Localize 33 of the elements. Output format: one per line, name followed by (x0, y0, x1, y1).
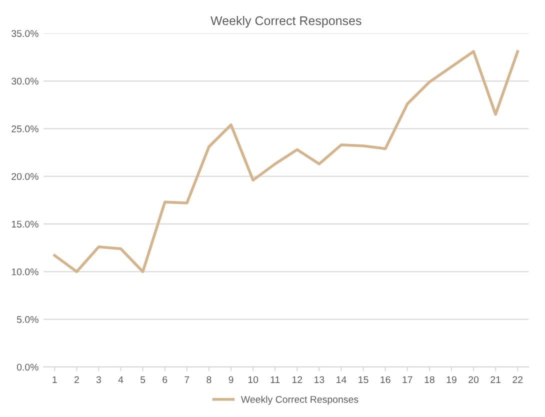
x-tick-label: 20 (468, 376, 479, 384)
x-tick-label: 3 (96, 376, 101, 384)
x-tick-label: 21 (490, 376, 501, 384)
y-tick-label: 0.0% (16, 364, 38, 371)
x-tick-label: 9 (228, 376, 234, 384)
legend-label: Weekly Correct Responses (240, 396, 358, 405)
y-tick-label: 5.0% (16, 316, 38, 323)
x-tick-label: 22 (512, 376, 523, 384)
x-tick-label: 5 (140, 376, 146, 384)
x-tick-label: 4 (118, 376, 124, 384)
x-tick-label: 1 (52, 376, 57, 384)
x-tick-label: 6 (162, 376, 168, 384)
y-tick-label: 35.0% (12, 30, 38, 37)
line-series (53, 50, 520, 274)
y-tick-label: 15.0% (12, 220, 38, 228)
x-tick-label: 13 (314, 376, 324, 384)
y-tick-label: 25.0% (12, 125, 38, 132)
x-tick-label: 11 (270, 376, 280, 384)
x-tick-label: 7 (184, 376, 190, 384)
x-tick-label: 2 (74, 376, 79, 384)
chart-title: Weekly Correct Responses (210, 16, 362, 28)
x-tick-label: 15 (358, 376, 368, 384)
x-tick-label: 18 (424, 376, 434, 384)
y-tick-label: 20.0% (12, 173, 38, 180)
x-tick-label: 19 (446, 376, 456, 384)
x-tick-label: 8 (206, 376, 212, 384)
y-tick-label: 10.0% (12, 268, 38, 276)
x-tick-label: 14 (336, 376, 346, 384)
x-tick-label: 17 (402, 376, 412, 384)
y-tick-label: 30.0% (12, 78, 38, 85)
x-tick-label: 10 (248, 376, 258, 384)
x-tick-label: 16 (380, 376, 390, 384)
x-tick-label: 12 (292, 376, 302, 384)
